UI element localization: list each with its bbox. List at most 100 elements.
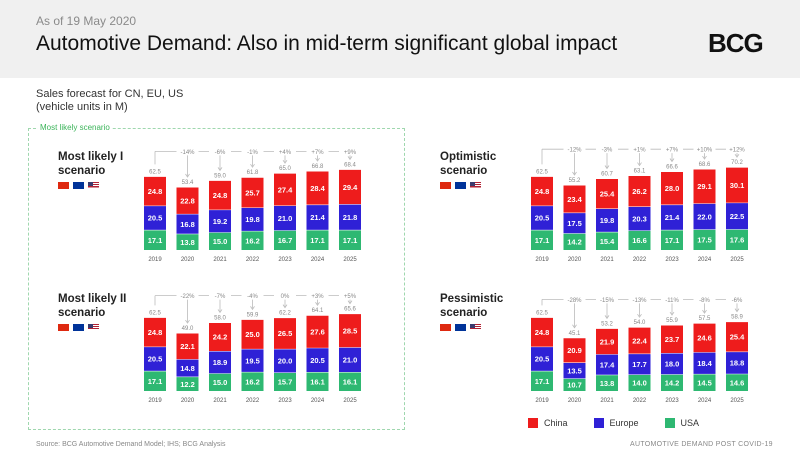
x-tick-label: 2019 [148, 257, 162, 263]
bar-value-label: 13.5 [567, 366, 582, 375]
legend-label-europe: Europe [609, 418, 639, 428]
bracket-arrowhead [282, 304, 288, 309]
bar-segment-usa [241, 371, 264, 391]
bracket-arrowhead [185, 319, 190, 324]
bar-segment-europe [661, 204, 683, 230]
panel-title-line: Pessimistic [440, 293, 504, 305]
bar-total-label: 62.5 [149, 169, 161, 175]
bracket-arrowhead [604, 165, 610, 170]
change-label: +3% [311, 294, 324, 300]
x-tick-label: 2025 [343, 257, 357, 263]
bar-total-label: 53.2 [601, 321, 613, 327]
change-label: -11% [665, 298, 679, 304]
bar-segment-china [693, 323, 716, 353]
change-label-bg [693, 295, 716, 304]
china-flag-icon [58, 324, 69, 331]
bar-value-label: 24.6 [697, 334, 712, 343]
bar-total-label: 62.2 [279, 311, 291, 317]
bracket-arrowhead [217, 309, 223, 314]
change-label: -22% [180, 294, 195, 300]
legend-label-china: China [544, 418, 568, 428]
bar-segment-usa [176, 376, 199, 391]
bar-value-label: 17.7 [632, 360, 647, 369]
bar-total-label: 61.8 [247, 170, 259, 176]
bar-segment-europe [306, 347, 329, 373]
flag-row [58, 182, 99, 189]
bar-segment-china [531, 317, 553, 347]
change-label-bg [209, 147, 231, 156]
change-label-bg [661, 295, 683, 304]
bar-segment-europe [209, 350, 231, 374]
bracket-arrowhead [315, 302, 320, 306]
bar-value-label: 24.8 [213, 191, 228, 200]
bar-segment-europe [693, 203, 716, 230]
change-label: +4% [279, 150, 292, 156]
x-tick-label: 2023 [665, 257, 679, 263]
bar-value-label: 17.1 [343, 236, 358, 245]
bar-value-label: 30.1 [730, 181, 745, 190]
bar-segment-europe [241, 348, 264, 372]
x-tick-label: 2025 [730, 257, 744, 263]
change-label-bg [693, 145, 716, 154]
eu-flag-icon [455, 182, 466, 189]
bar-value-label: 16.1 [310, 378, 325, 387]
bar-segment-china [661, 171, 683, 205]
x-tick-label: 2025 [730, 398, 744, 404]
change-label-bg [176, 147, 199, 156]
bar-value-label: 16.2 [245, 236, 260, 245]
change-label-bg [628, 295, 651, 304]
bracket-arrowhead [669, 158, 675, 163]
x-tick-label: 2022 [246, 257, 260, 263]
bar-segment-europe [274, 348, 296, 373]
bar-value-label: 18.9 [213, 358, 228, 367]
bracket-arrowhead [572, 324, 577, 329]
legend-swatch-europe [593, 418, 604, 428]
change-label: +1% [633, 148, 646, 154]
bar-segment-europe [563, 362, 586, 379]
bar-value-label: 24.8 [148, 328, 163, 337]
eu-flag-icon [73, 182, 84, 189]
bracket-arrowhead [734, 308, 740, 313]
bracket-arrowhead [604, 315, 610, 320]
change-label-bg [306, 147, 329, 156]
change-label-bg [726, 145, 748, 154]
legend-swatch-china [528, 418, 538, 428]
bar-segment-china [274, 173, 296, 206]
bar-segment-china [531, 176, 553, 206]
change-label-bg [563, 145, 586, 154]
bar-segment-europe [563, 212, 586, 234]
bar-value-label: 22.0 [697, 212, 712, 221]
bar-segment-china [596, 178, 618, 209]
bar-segment-europe [144, 205, 166, 230]
bar-value-label: 16.1 [343, 378, 358, 387]
x-tick-label: 2022 [633, 257, 647, 263]
bar-segment-usa [628, 374, 651, 391]
bar-value-label: 14.8 [180, 364, 195, 373]
bar-value-label: 25.4 [600, 189, 615, 198]
change-label: -6% [732, 298, 743, 304]
x-tick-label: 2021 [213, 257, 227, 263]
legend-item-china: China [528, 418, 568, 428]
bar-segment-china [596, 328, 618, 355]
bar-value-label: 28.0 [665, 184, 680, 193]
usa-flag-icon [88, 324, 99, 331]
bracket-arrowhead [702, 155, 707, 160]
bar-segment-usa [306, 229, 329, 250]
bar-segment-europe [209, 209, 231, 233]
panel-title-optimistic: Optimistic scenario [440, 150, 496, 178]
x-tick-label: 2024 [311, 257, 325, 263]
bar-segment-china [306, 315, 329, 348]
bar-segment-europe [306, 204, 329, 230]
panel-title-line: Optimistic [440, 151, 497, 163]
bar-segment-china [241, 177, 264, 208]
bracket-arrowhead [250, 306, 255, 311]
bar-segment-usa [693, 229, 716, 250]
bar-segment-europe [628, 206, 651, 231]
bar-segment-usa [726, 229, 748, 250]
bar-total-label: 63.1 [634, 169, 646, 175]
bar-segment-china [144, 176, 166, 206]
change-label-bg [628, 145, 651, 154]
x-tick-label: 2023 [665, 398, 679, 404]
bar-segment-europe [596, 208, 618, 232]
